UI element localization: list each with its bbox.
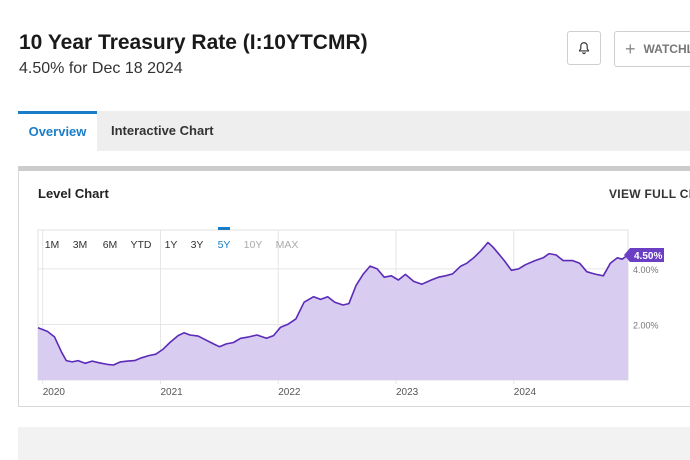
range-button-5y[interactable]: 5Y xyxy=(218,239,231,251)
last-value-label: 4.50% xyxy=(634,251,662,262)
y-tick-label: 2.00% xyxy=(633,320,659,330)
range-active-indicator xyxy=(218,227,230,230)
x-tick-label: 2022 xyxy=(278,387,301,398)
page-title: 10 Year Treasury Rate (I:10YTCMR) xyxy=(19,31,368,54)
x-tick-label: 2024 xyxy=(514,387,537,398)
view-full-chart-link[interactable]: VIEW FULL CHA xyxy=(609,187,690,201)
alert-button[interactable] xyxy=(567,31,601,65)
range-button-3y[interactable]: 3Y xyxy=(191,239,204,251)
bottom-panel xyxy=(18,427,690,460)
plus-icon: + xyxy=(625,38,636,59)
y-tick-label: 4.00% xyxy=(633,265,659,275)
range-button-ytd[interactable]: YTD xyxy=(131,239,152,251)
x-tick-label: 2023 xyxy=(396,387,419,398)
range-button-1m[interactable]: 1M xyxy=(45,239,60,251)
watchlist-label: WATCHL xyxy=(643,42,690,56)
last-value-badge xyxy=(624,248,664,262)
current-rate-subtitle: 4.50% for Dec 18 2024 xyxy=(19,60,183,77)
range-button-10y[interactable]: 10Y xyxy=(244,239,263,251)
x-tick-label: 2021 xyxy=(160,387,183,398)
card-title: Level Chart xyxy=(38,186,109,201)
watchlist-button[interactable]: + WATCHL xyxy=(614,31,690,67)
tab-bar: Overview Interactive Chart xyxy=(18,111,690,151)
range-button-max[interactable]: MAX xyxy=(276,239,299,251)
range-button-6m[interactable]: 6M xyxy=(103,239,118,251)
bell-icon xyxy=(579,42,589,55)
range-button-3m[interactable]: 3M xyxy=(73,239,88,251)
range-button-1y[interactable]: 1Y xyxy=(165,239,178,251)
x-tick-label: 2020 xyxy=(43,387,66,398)
series-area xyxy=(38,242,628,380)
series-line xyxy=(37,241,629,366)
tab-interactive-chart[interactable]: Interactive Chart xyxy=(111,123,214,138)
tab-overview[interactable]: Overview xyxy=(18,111,97,151)
